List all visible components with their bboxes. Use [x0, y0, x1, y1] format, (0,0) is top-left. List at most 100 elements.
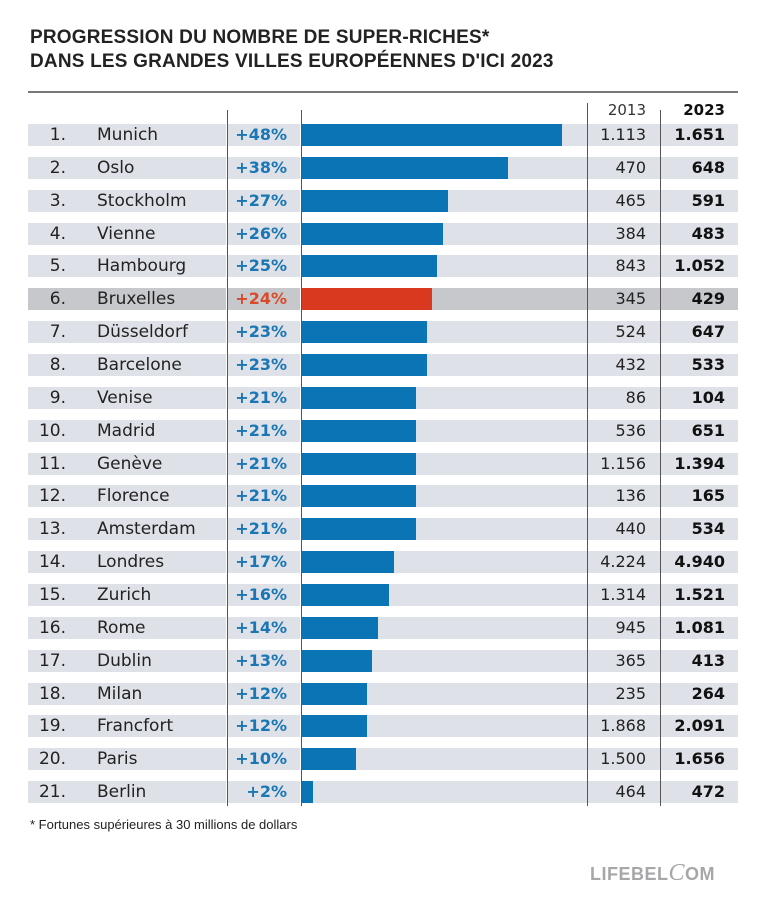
column-header-2013: 2013 [607, 101, 646, 119]
row-band [28, 781, 226, 803]
value-2023: 165 [691, 486, 725, 506]
row-band [588, 682, 660, 705]
value-2013: 384 [615, 223, 646, 243]
city-label: Düsseldorf [97, 322, 188, 343]
row-band [588, 583, 660, 606]
row-band [228, 748, 300, 771]
row-band [661, 189, 738, 212]
bar-barcelone [302, 354, 427, 376]
value-2023: 1.651 [674, 125, 725, 144]
row-band [661, 452, 738, 475]
chart-title-line-2: DANS LES GRANDES VILLES EUROPÉENNES D'IC… [30, 51, 554, 72]
city-label: Francfort [97, 716, 174, 737]
row-band [588, 419, 660, 442]
bar-paris [302, 748, 357, 771]
table-row: 2. Oslo +38% 470 648 [28, 156, 738, 179]
row-band [28, 419, 226, 442]
city-label: Vienne [97, 223, 156, 244]
bar-francfort [302, 715, 367, 738]
row-band [228, 222, 300, 245]
divider-bar-2013 [587, 103, 588, 806]
row-band [661, 386, 738, 409]
value-2023: 591 [691, 190, 725, 210]
city-label: Munich [97, 125, 159, 145]
table-row: 6. Bruxelles +24% 345 429 [28, 288, 738, 311]
bar-rome [302, 616, 378, 639]
value-2023: 2.091 [674, 716, 725, 736]
rank-label: 9. [49, 387, 66, 408]
value-2013: 440 [615, 519, 646, 539]
row-band [28, 715, 226, 738]
row-band [302, 649, 587, 672]
pct-label: +12% [235, 716, 287, 736]
bar-düsseldorf [302, 321, 427, 344]
city-label: Paris [97, 749, 138, 770]
row-band [28, 124, 226, 146]
pct-label: +21% [235, 486, 287, 506]
row-band [28, 485, 226, 508]
rank-label: 17. [38, 650, 66, 671]
row-band [228, 156, 300, 179]
bar-munich [302, 124, 562, 146]
rank-label: 15. [38, 584, 66, 605]
row-band [661, 222, 738, 245]
city-label: Londres [97, 552, 165, 572]
city-label: Dublin [97, 650, 152, 671]
pct-label: +21% [235, 420, 287, 440]
bar-hambourg [302, 255, 438, 278]
table-row: 14. Londres +17% 4.224 4.940 [28, 551, 738, 573]
pct-label: +27% [235, 190, 287, 210]
value-2013: 1.500 [600, 749, 646, 769]
table-row: 15. Zurich +16% 1.314 1.521 [28, 583, 738, 606]
value-2023: 4.940 [674, 552, 725, 571]
table-row: 19. Francfort +12% 1.868 2.091 [28, 715, 738, 738]
rank-label: 11. [38, 453, 66, 474]
row-band [661, 781, 738, 803]
pct-label: +24% [235, 289, 287, 309]
city-label: Amsterdam [97, 519, 196, 540]
row-band [661, 255, 738, 278]
brand-logo: LIFEBELCOM [590, 860, 715, 887]
table-row: 18. Milan +12% 235 264 [28, 682, 738, 705]
pct-label: +21% [235, 387, 287, 407]
pct-label: +21% [235, 453, 287, 473]
row-band [28, 321, 226, 344]
table-row: 1. Munich +48% 1.113 1.651 [28, 124, 738, 146]
rank-label: 8. [49, 355, 66, 375]
row-band [228, 124, 300, 146]
pct-label: +48% [235, 125, 287, 144]
row-band [28, 222, 226, 245]
row-band [661, 748, 738, 771]
table-row: 21. Berlin +2% 464 472 [28, 781, 738, 803]
city-label: Stockholm [97, 190, 187, 211]
row-band [228, 781, 300, 803]
rank-label: 2. [49, 157, 66, 178]
value-2023: 413 [691, 650, 725, 670]
row-band [588, 452, 660, 475]
bar-berlin [302, 781, 313, 803]
table-row: 3. Stockholm +27% 465 591 [28, 189, 738, 212]
bar-bruxelles [302, 288, 432, 311]
value-2013: 136 [615, 486, 646, 506]
row-band [661, 518, 738, 541]
column-header-2023: 2023 [683, 101, 725, 119]
value-2013: 843 [615, 256, 646, 276]
table-row: 11. Genève +21% 1.156 1.394 [28, 452, 738, 475]
bar-venise [302, 386, 416, 409]
pct-label: +23% [235, 355, 287, 374]
row-band [228, 354, 300, 376]
value-2013: 536 [615, 420, 646, 440]
value-2023: 533 [691, 355, 725, 374]
table-row: 5. Hambourg +25% 843 1.052 [28, 255, 738, 278]
pct-label: +16% [235, 584, 287, 604]
bar-florence [302, 485, 416, 508]
row-band [588, 485, 660, 508]
row-band [28, 452, 226, 475]
row-band [228, 485, 300, 508]
footnote: * Fortunes supérieures à 30 millions de … [30, 817, 298, 832]
pct-label: +26% [235, 223, 287, 243]
row-band [28, 354, 226, 376]
row-band [588, 255, 660, 278]
rank-label: 6. [49, 289, 66, 310]
rank-label: 7. [49, 322, 66, 343]
